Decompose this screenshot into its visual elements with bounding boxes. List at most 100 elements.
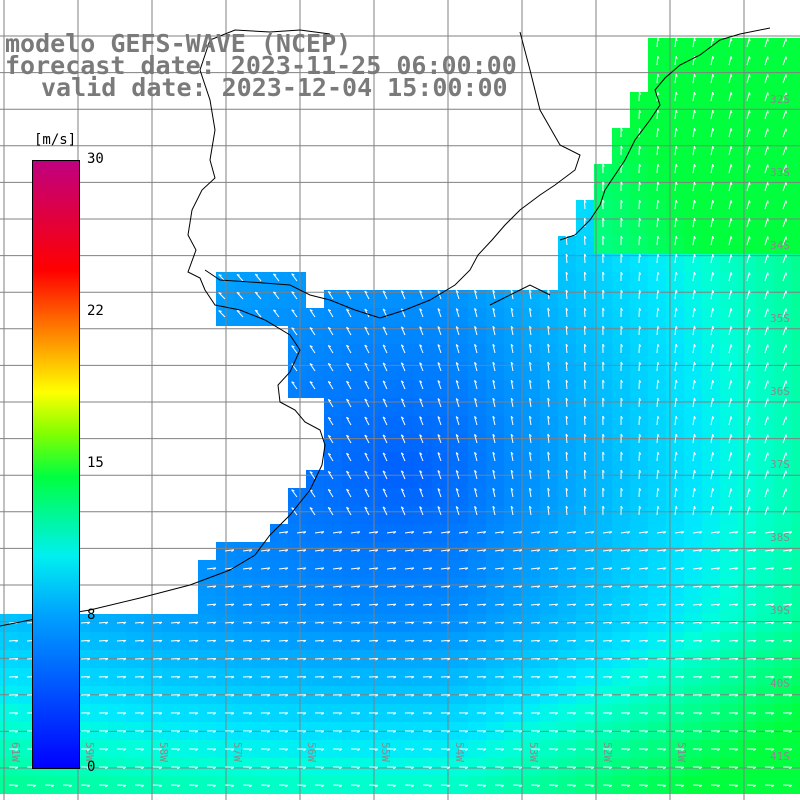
wind-arrow bbox=[455, 416, 460, 426]
coastline bbox=[0, 27, 771, 627]
wind-arrow-head bbox=[393, 784, 397, 788]
wind-arrow bbox=[494, 549, 504, 552]
wind-arrow bbox=[674, 398, 677, 408]
wind-arrow-head bbox=[357, 585, 361, 589]
wind-arrow-head bbox=[429, 766, 433, 770]
wind-cell bbox=[792, 128, 800, 146]
wind-arrow-head bbox=[357, 748, 361, 752]
wind-arrow bbox=[602, 603, 613, 606]
wind-arrow bbox=[674, 272, 677, 282]
wind-arrow-head bbox=[465, 766, 469, 770]
wind-arrow-head bbox=[309, 309, 313, 312]
wind-arrow bbox=[400, 416, 406, 426]
wind-arrow bbox=[782, 290, 787, 300]
wind-arrow bbox=[674, 56, 677, 66]
wind-arrow-head bbox=[657, 433, 660, 437]
wind-arrow-head bbox=[510, 379, 514, 383]
wind-arrow bbox=[382, 506, 388, 516]
wind-arrow bbox=[382, 452, 388, 462]
wind-arrow-head bbox=[584, 487, 587, 491]
wind-arrow-head bbox=[382, 344, 386, 348]
wind-arrow bbox=[584, 585, 595, 588]
wind-arrow-head bbox=[712, 362, 715, 366]
wind-arrow-head bbox=[87, 676, 91, 679]
wind-arrow bbox=[422, 639, 433, 642]
wind-arrow bbox=[710, 128, 714, 138]
wind-arrow bbox=[529, 434, 532, 444]
wind-arrow-head bbox=[303, 621, 307, 625]
wind-arrow-head bbox=[537, 549, 541, 552]
wind-arrow-head bbox=[730, 488, 733, 492]
wind-arrow-head bbox=[529, 379, 532, 383]
wind-arrow-head bbox=[455, 470, 459, 473]
wind-arrow-head bbox=[419, 362, 423, 365]
wind-arrow bbox=[602, 567, 612, 570]
wind-arrow-head bbox=[447, 784, 451, 788]
wind-cell bbox=[792, 488, 800, 506]
latitude-label: 35S bbox=[770, 312, 790, 325]
wind-arrow-head bbox=[699, 585, 703, 589]
wind-arrow-head bbox=[681, 549, 685, 552]
wind-arrow bbox=[494, 621, 505, 624]
wind-arrow-head bbox=[339, 658, 343, 661]
wind-arrow-head bbox=[663, 766, 667, 770]
wind-arrow bbox=[710, 639, 721, 642]
wind-arrow-head bbox=[321, 621, 325, 625]
wind-arrow-head bbox=[645, 639, 649, 643]
wind-arrow bbox=[565, 253, 568, 264]
wind-arrow-head bbox=[141, 748, 145, 752]
wind-arrow bbox=[692, 621, 703, 624]
wind-arrow-head bbox=[753, 531, 757, 534]
wind-arrow-head bbox=[693, 469, 696, 474]
wind-arrow-head bbox=[730, 380, 733, 384]
wind-arrow bbox=[746, 38, 750, 48]
wind-arrow bbox=[602, 585, 613, 588]
wind-arrow-head bbox=[657, 361, 660, 365]
wind-arrow-head bbox=[177, 676, 181, 679]
wind-arrow-head bbox=[693, 487, 696, 492]
wind-arrow-head bbox=[339, 603, 343, 607]
wind-arrow-head bbox=[753, 585, 757, 589]
wind-arrow-head bbox=[159, 658, 163, 661]
wind-arrow bbox=[638, 549, 648, 552]
wind-arrow bbox=[782, 585, 793, 588]
wind-arrow-head bbox=[645, 585, 649, 589]
wind-arrow-head bbox=[620, 487, 623, 491]
wind-arrow-head bbox=[663, 621, 667, 625]
wind-arrow bbox=[692, 38, 695, 48]
wind-arrow-head bbox=[501, 748, 505, 752]
wind-arrow-head bbox=[638, 127, 642, 131]
wind-arrow-head bbox=[620, 271, 623, 275]
wind-arrow-head bbox=[663, 639, 667, 643]
wind-arrow-head bbox=[555, 748, 559, 752]
wind-arrow bbox=[692, 236, 695, 246]
wind-arrow-head bbox=[401, 434, 405, 437]
wind-arrow bbox=[710, 146, 714, 156]
wind-arrow bbox=[492, 488, 496, 498]
wind-arrow bbox=[674, 567, 684, 570]
wind-arrow-head bbox=[555, 784, 559, 788]
wind-arrow bbox=[437, 416, 442, 426]
wind-arrow bbox=[492, 344, 496, 354]
wind-arrow-head bbox=[591, 748, 595, 752]
wind-arrow-head bbox=[429, 748, 433, 752]
wind-arrow-head bbox=[321, 603, 325, 607]
wind-arrow bbox=[782, 38, 787, 48]
wind-arrow bbox=[782, 531, 792, 534]
wind-arrow-head bbox=[429, 694, 433, 697]
wind-arrow-head bbox=[519, 766, 523, 770]
wind-arrow-head bbox=[753, 748, 757, 752]
wind-arrow-head bbox=[393, 603, 397, 607]
wind-arrow-head bbox=[789, 676, 793, 679]
wind-arrow-head bbox=[267, 658, 271, 661]
wind-arrow bbox=[584, 531, 594, 534]
wind-arrow bbox=[656, 361, 659, 372]
wind-arrow-head bbox=[675, 415, 678, 420]
wind-arrow-head bbox=[675, 325, 678, 330]
wind-arrow-head bbox=[602, 181, 605, 185]
wind-arrow-head bbox=[321, 658, 325, 661]
wind-arrow-head bbox=[303, 730, 307, 733]
wind-arrow-head bbox=[657, 91, 660, 95]
wind-arrow-head bbox=[87, 712, 91, 715]
wind-arrow-head bbox=[411, 748, 415, 752]
